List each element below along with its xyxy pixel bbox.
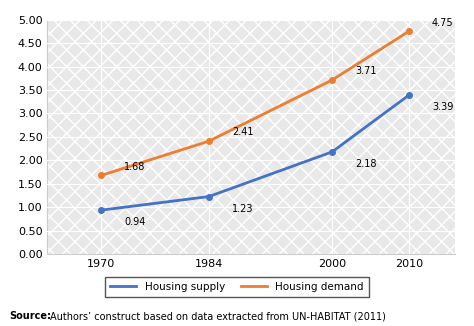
Bar <box>47 20 455 254</box>
Text: 1.23: 1.23 <box>232 203 254 214</box>
Legend: Housing supply, Housing demand: Housing supply, Housing demand <box>105 277 369 297</box>
Text: Source:: Source: <box>9 311 52 321</box>
Text: 1.68: 1.68 <box>124 162 146 172</box>
Text: 3.39: 3.39 <box>432 102 453 112</box>
Text: 2.41: 2.41 <box>232 127 254 137</box>
Text: 4.75: 4.75 <box>432 18 454 27</box>
Text: 2.18: 2.18 <box>355 159 376 169</box>
Text: Authors’ construct based on data extracted from UN-HABITAT (2011): Authors’ construct based on data extract… <box>50 311 386 321</box>
Text: 0.94: 0.94 <box>124 217 146 227</box>
Text: 3.71: 3.71 <box>355 67 376 76</box>
